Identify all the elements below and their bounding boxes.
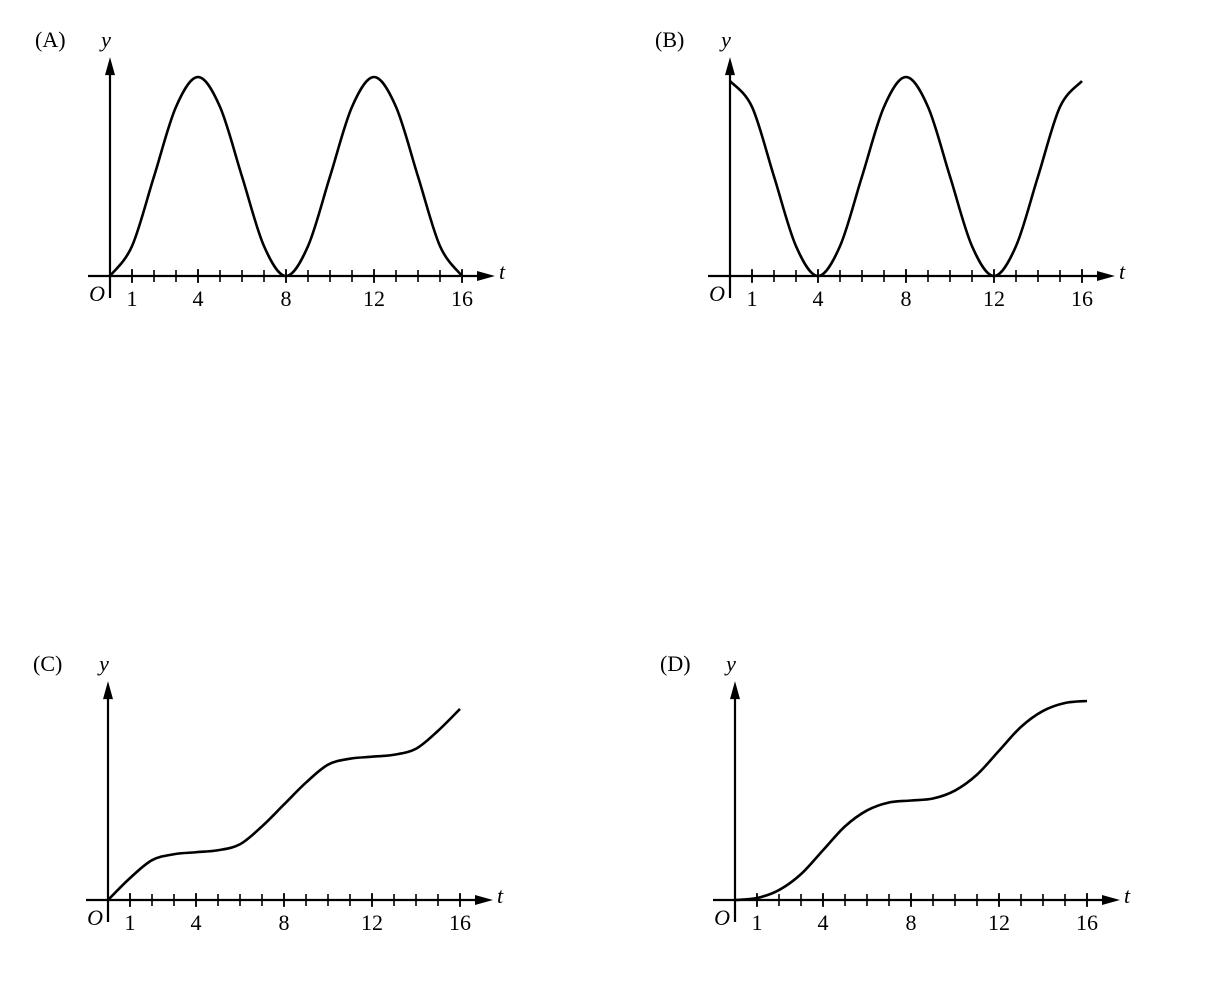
x-tick-label: 12	[361, 910, 383, 935]
x-tick-label: 8	[901, 286, 912, 311]
x-tick-label: 1	[127, 286, 138, 311]
x-tick-label: 4	[813, 286, 824, 311]
x-tick-label: 16	[451, 286, 473, 311]
y-axis-label: y	[719, 27, 731, 52]
y-axis-arrow	[103, 681, 113, 700]
x-axis-arrow	[475, 895, 493, 905]
x-tick-label: 12	[983, 286, 1005, 311]
curve	[108, 75, 464, 278]
x-tick-label: 8	[906, 910, 917, 935]
panel-label: (C)	[33, 651, 62, 676]
x-tick-label: 8	[279, 910, 290, 935]
origin-label: O	[87, 905, 103, 930]
x-tick-label: 8	[281, 286, 292, 311]
x-tick-label: 16	[449, 910, 471, 935]
curve	[107, 708, 461, 901]
x-tick-label: 12	[988, 910, 1010, 935]
x-tick-label: 4	[191, 910, 202, 935]
x-axis-arrow	[477, 271, 495, 281]
y-axis-arrow	[725, 57, 735, 76]
panel-label: (A)	[35, 27, 66, 52]
curve	[734, 699, 1088, 902]
y-axis-label: y	[99, 27, 111, 52]
x-tick-label: 1	[747, 286, 758, 311]
y-axis-label: y	[724, 651, 736, 676]
x-axis-label: t	[1124, 883, 1131, 908]
x-tick-label: 12	[363, 286, 385, 311]
curve	[729, 75, 1083, 278]
x-axis-label: t	[1119, 259, 1126, 284]
x-tick-label: 1	[752, 910, 763, 935]
panel-label: (D)	[660, 651, 691, 676]
x-axis-arrow	[1097, 271, 1115, 281]
origin-label: O	[714, 905, 730, 930]
x-tick-label: 4	[193, 286, 204, 311]
y-axis-label: y	[97, 651, 109, 676]
x-axis-label: t	[497, 883, 504, 908]
y-axis-arrow	[105, 57, 115, 76]
x-tick-label: 16	[1076, 910, 1098, 935]
x-axis-label: t	[499, 259, 506, 284]
origin-label: O	[709, 281, 725, 306]
origin-label: O	[89, 281, 105, 306]
x-tick-label: 4	[818, 910, 829, 935]
panel-label: (B)	[655, 27, 684, 52]
x-tick-label: 1	[125, 910, 136, 935]
x-tick-label: 16	[1071, 286, 1093, 311]
y-axis-arrow	[730, 681, 740, 700]
x-axis-arrow	[1102, 895, 1120, 905]
